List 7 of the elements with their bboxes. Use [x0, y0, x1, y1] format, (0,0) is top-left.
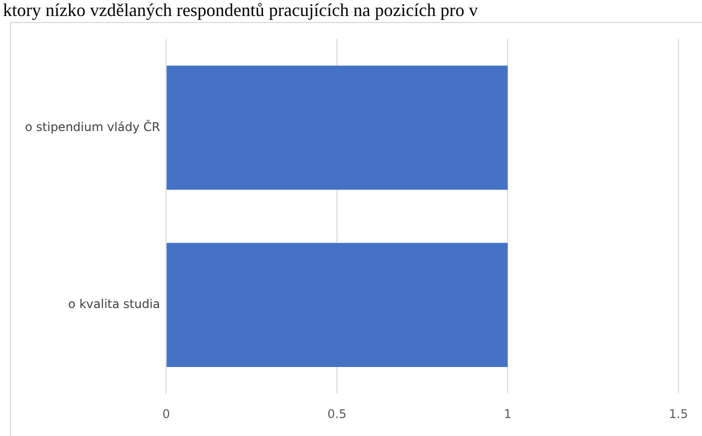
x-tick-label: 0.5: [327, 406, 346, 421]
x-tick-label: 0: [162, 406, 170, 421]
y-tick-label: o stipendium vlády ČR: [24, 118, 160, 134]
x-tick-label: 1.5: [668, 406, 688, 421]
chart-title: ktory nízko vzdělaných respondentů pracujících na pozicích pro v: [3, 0, 478, 20]
y-tick-label: o kvalita studia: [68, 297, 160, 312]
x-tick-label: 1: [504, 406, 512, 421]
